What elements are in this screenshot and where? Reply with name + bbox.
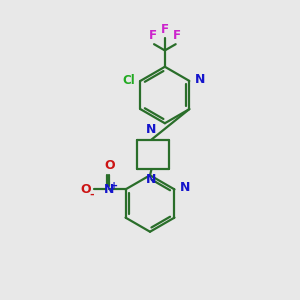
Text: N: N xyxy=(146,123,157,136)
Text: N: N xyxy=(104,183,114,196)
Text: O: O xyxy=(104,158,115,172)
Text: F: F xyxy=(148,29,157,42)
Text: F: F xyxy=(161,22,169,36)
Text: N: N xyxy=(180,182,190,194)
Text: F: F xyxy=(173,29,181,42)
Text: O: O xyxy=(81,183,92,196)
Text: N: N xyxy=(195,73,205,86)
Text: +: + xyxy=(110,181,118,190)
Text: Cl: Cl xyxy=(122,74,135,87)
Text: -: - xyxy=(89,190,94,200)
Text: N: N xyxy=(146,173,157,186)
